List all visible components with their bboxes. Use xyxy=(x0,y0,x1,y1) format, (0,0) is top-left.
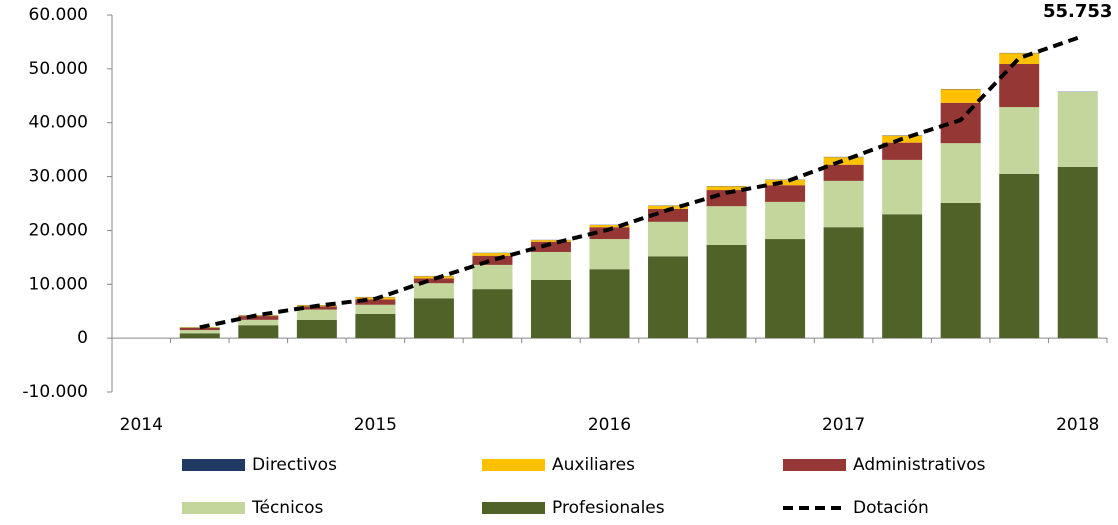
bar-segment xyxy=(296,319,337,339)
bar-segment xyxy=(765,239,806,339)
x-tick-label: 2014 xyxy=(120,415,163,435)
legend-label: Administrativos xyxy=(853,455,986,475)
bar-segment xyxy=(589,225,630,228)
bar-segment xyxy=(999,173,1040,339)
bar-segment xyxy=(940,89,981,103)
bar-segment xyxy=(999,107,1040,174)
bar-segment xyxy=(823,164,864,181)
y-tick-label: 10.000 xyxy=(29,274,88,294)
legend-label: Auxiliares xyxy=(552,455,635,475)
y-tick-label: 50.000 xyxy=(29,59,88,79)
bar-segment xyxy=(238,315,279,317)
legend-swatch xyxy=(482,459,545,471)
bar-segment xyxy=(355,313,396,339)
bar-segment xyxy=(999,53,1040,65)
bar-segment xyxy=(413,278,454,284)
bar-segment xyxy=(413,298,454,339)
bar-segment xyxy=(238,319,279,326)
bar-segment xyxy=(530,241,571,252)
x-tick-label: 2016 xyxy=(588,415,631,435)
x-tick-label: 2018 xyxy=(1056,415,1099,435)
bar-segment xyxy=(589,227,630,240)
x-tick-label: 2017 xyxy=(822,415,865,435)
bar-segment xyxy=(765,201,806,240)
bar-segment xyxy=(472,253,513,256)
bar-segment xyxy=(179,327,220,328)
bar-segment xyxy=(355,304,396,314)
bar-segment xyxy=(648,256,689,339)
legend-label: Dotación xyxy=(853,498,929,518)
bar-segment xyxy=(648,221,689,257)
bar-segment xyxy=(765,185,806,202)
bar-segment xyxy=(472,255,513,265)
bar-segment xyxy=(823,180,864,228)
y-tick-label: -10.000 xyxy=(22,382,88,402)
bar-segment xyxy=(530,240,571,242)
x-tick-label: 2015 xyxy=(354,415,397,435)
bar-segment xyxy=(179,333,220,339)
bar-segment xyxy=(413,283,454,299)
bar-segment xyxy=(238,316,279,320)
bar-segment xyxy=(940,143,981,203)
bar-segment xyxy=(589,239,630,270)
value-label: 55.753 xyxy=(1043,1,1112,22)
line xyxy=(199,35,1079,330)
bar-segment xyxy=(706,244,747,339)
y-tick-label: 40.000 xyxy=(29,113,88,133)
legend-swatch xyxy=(182,502,245,514)
legend-label: Técnicos xyxy=(251,498,324,518)
bar-segment xyxy=(1057,166,1098,339)
y-tick-label: 0 xyxy=(77,328,88,348)
y-tick-label: 20.000 xyxy=(29,220,88,240)
bar-segment xyxy=(296,309,337,320)
legend-swatch xyxy=(783,459,846,471)
bar-segment xyxy=(589,269,630,339)
bar-segment xyxy=(530,279,571,339)
bar-segment xyxy=(882,142,923,160)
bar-segment xyxy=(882,159,923,215)
bar-segment xyxy=(648,205,689,209)
bar-segment xyxy=(179,327,220,331)
bar-segment xyxy=(940,202,981,339)
legend-label: Directivos xyxy=(252,455,337,475)
bar-segment xyxy=(1057,92,1098,167)
legend-swatch xyxy=(482,502,545,514)
bar-segment xyxy=(823,157,864,165)
bar-segment xyxy=(238,325,279,339)
y-tick-label: 60.000 xyxy=(29,5,88,25)
bar-segment xyxy=(179,330,220,334)
legend-swatch xyxy=(182,459,245,471)
bar-segment xyxy=(765,179,806,186)
bar-segment xyxy=(823,227,864,339)
bar-segment xyxy=(355,299,396,305)
bar-segment xyxy=(296,306,337,310)
bar-segment xyxy=(472,289,513,339)
y-tick-label: 30.000 xyxy=(29,167,88,187)
legend-label: Profesionales xyxy=(552,498,665,518)
bar-segment xyxy=(706,206,747,245)
bar-segment xyxy=(530,251,571,280)
bar-segment xyxy=(706,186,747,191)
bar-segment xyxy=(882,214,923,339)
bar-segment xyxy=(472,264,513,290)
